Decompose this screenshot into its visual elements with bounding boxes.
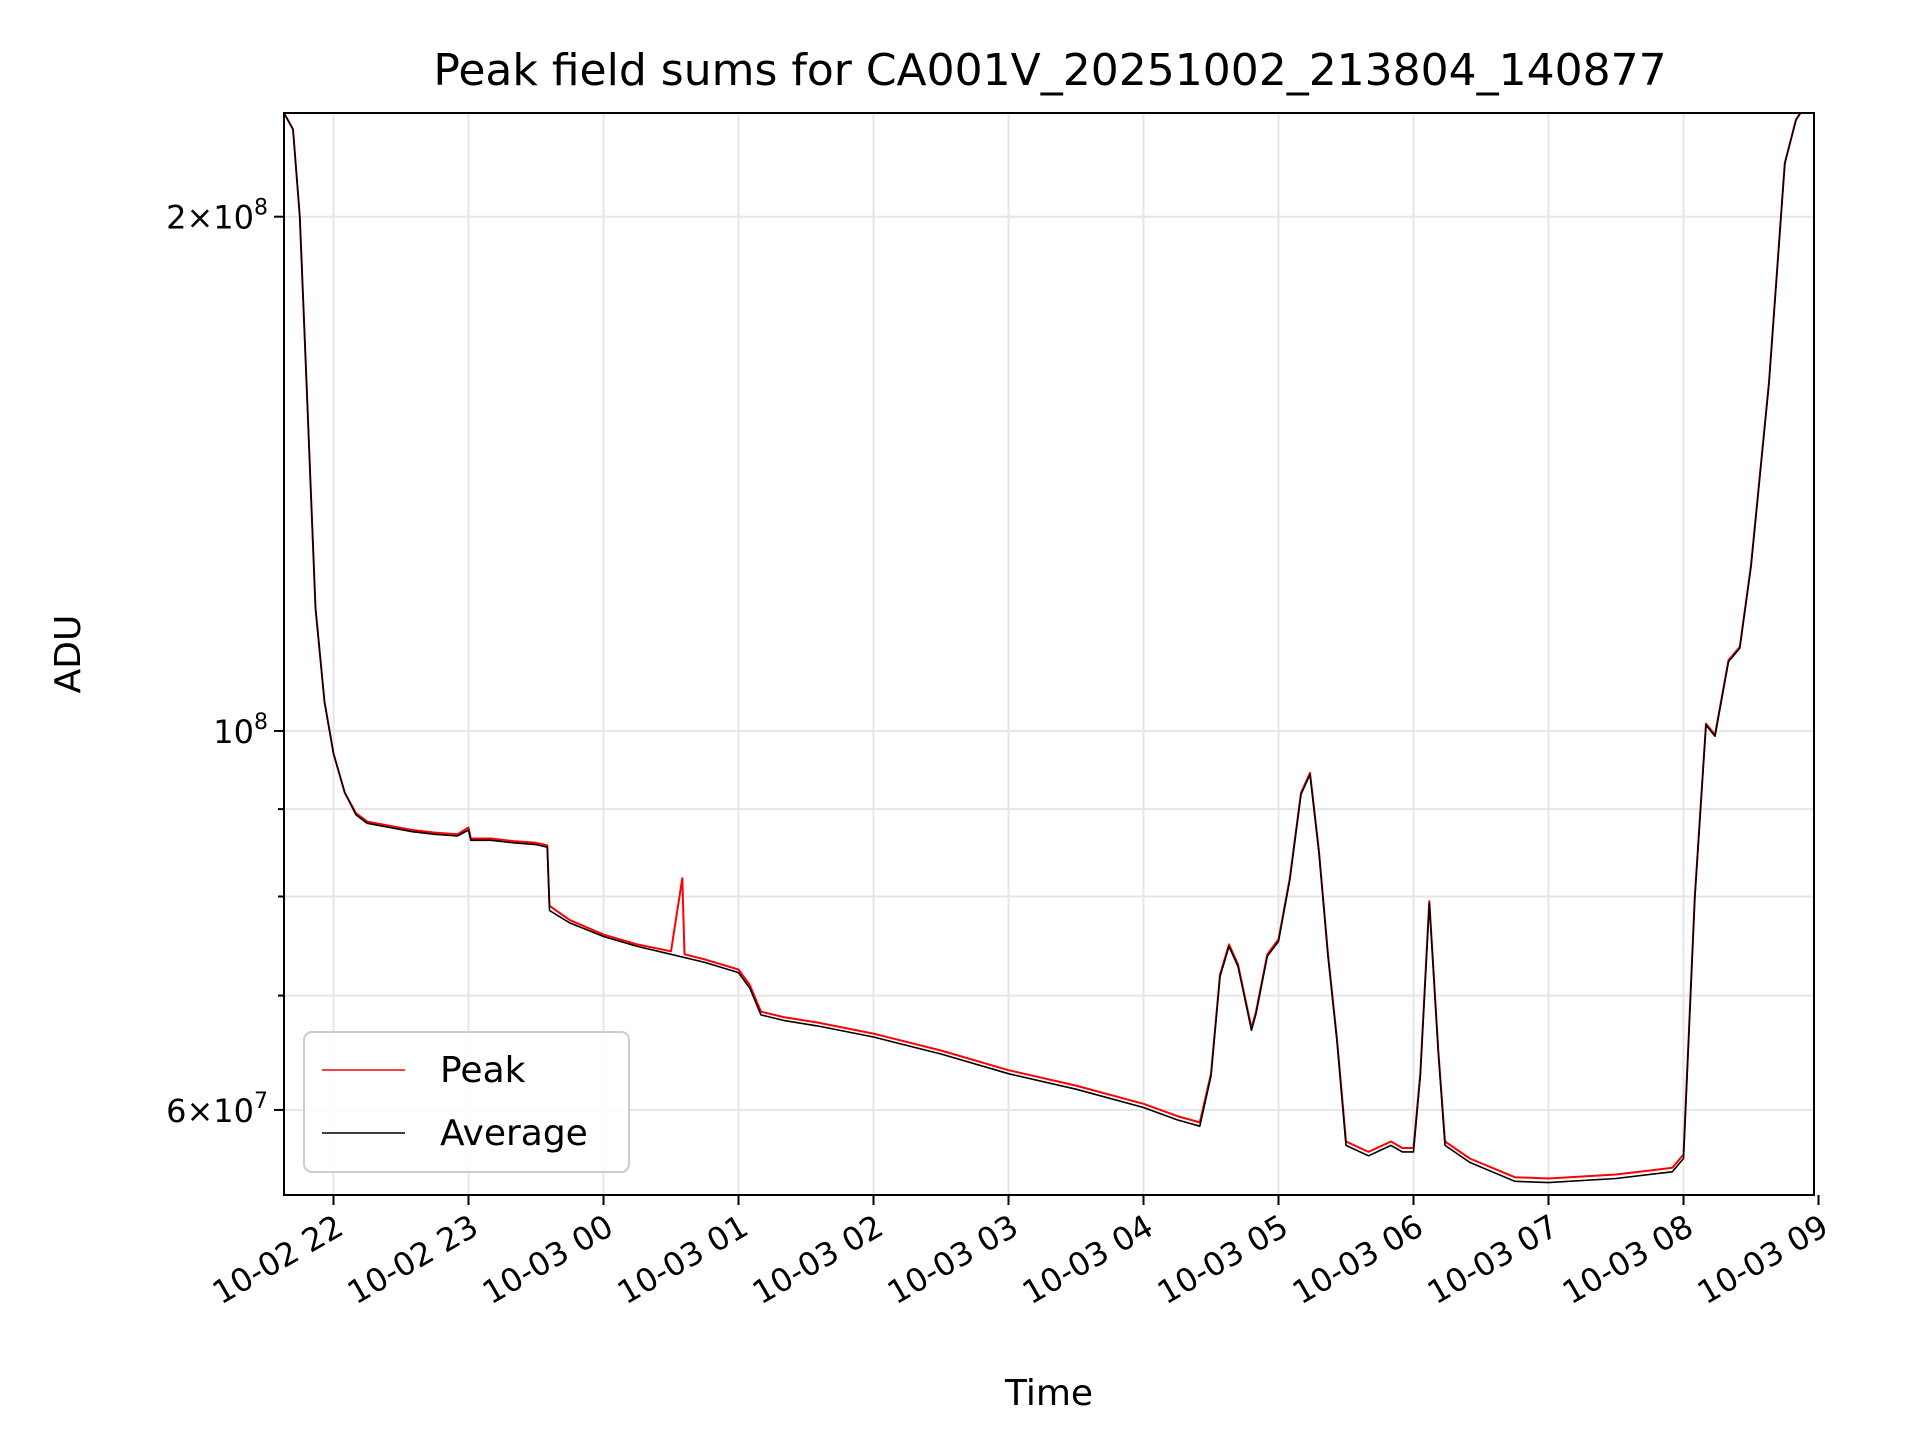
- legend: Peak Average: [303, 1031, 630, 1173]
- chart-title: Peak field sums for CA001V_20251002_2138…: [433, 45, 1666, 96]
- legend-label-peak: Peak: [440, 1050, 526, 1091]
- y-axis-label: ADU: [48, 615, 89, 694]
- series-line-peak: [284, 113, 1802, 1180]
- y-tick-label: 108: [213, 710, 268, 751]
- y-tick-label: 6×107: [166, 1089, 268, 1130]
- y-axis: 6×107 108 2×108: [166, 196, 284, 1130]
- legend-box: [303, 1031, 630, 1173]
- grid: [284, 113, 1814, 1195]
- x-axis-label: Time: [1004, 1373, 1093, 1414]
- plot-frame: [283, 112, 1815, 1196]
- series-layer: [284, 113, 1802, 1184]
- y-tick-label: 2×108: [166, 196, 268, 237]
- series-line-average: [284, 113, 1802, 1184]
- legend-label-average: Average: [440, 1113, 588, 1154]
